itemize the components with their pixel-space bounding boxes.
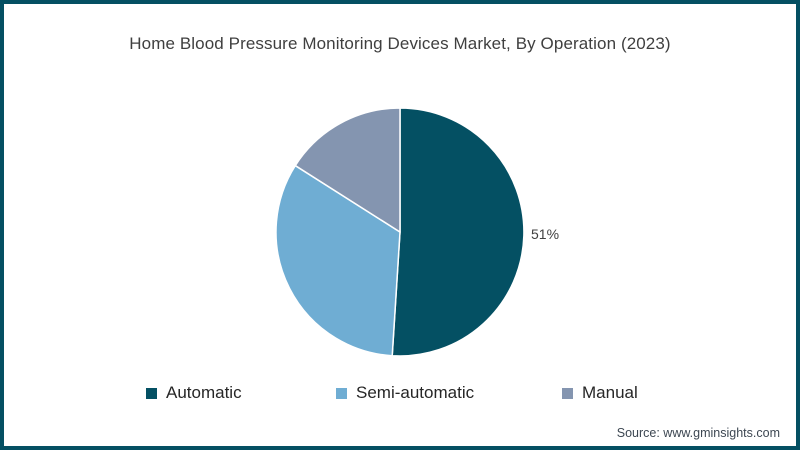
legend-swatch-semi-automatic-icon	[336, 387, 347, 399]
legend-item-automatic: Automatic	[146, 383, 242, 403]
legend-label-semi-automatic: Semi-automatic	[356, 383, 475, 402]
pie-svg	[275, 107, 525, 357]
pie-chart	[271, 103, 529, 361]
legend-label-manual: Manual	[582, 383, 638, 402]
pie-slice-label-automatic: 51%	[531, 226, 560, 242]
legend-swatch-automatic-icon	[146, 387, 157, 399]
pie-slice-automatic	[391, 107, 525, 357]
source-attribution: Source: www.gminsights.com	[616, 426, 780, 440]
pie-slice-manual	[294, 107, 401, 233]
legend-swatch-manual-icon	[562, 387, 573, 399]
chart-title: Home Blood Pressure Monitoring Devices M…	[129, 34, 671, 53]
legend-label-automatic: Automatic	[166, 383, 242, 402]
legend-item-semi-automatic: Semi-automatic	[336, 383, 474, 403]
legend-item-manual: Manual	[562, 383, 638, 403]
